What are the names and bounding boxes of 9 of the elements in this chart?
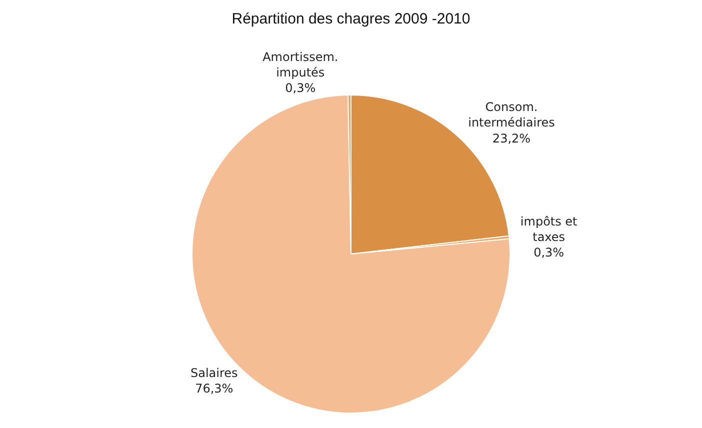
slice-label: Salaires xyxy=(190,366,238,380)
slice-label: Consom. intermédiaires xyxy=(468,100,555,130)
chart-title: Répartition des chagres 2009 -2010 xyxy=(232,10,470,28)
slice-label: impôts et taxes xyxy=(520,214,578,244)
data-label: 76,3% xyxy=(195,382,234,396)
data-label: 0,3% xyxy=(285,81,316,96)
data-label: 23,2% xyxy=(492,131,531,146)
data-label: 0,3% xyxy=(534,246,564,260)
slice-label: Amortissem. imputés xyxy=(262,50,338,80)
